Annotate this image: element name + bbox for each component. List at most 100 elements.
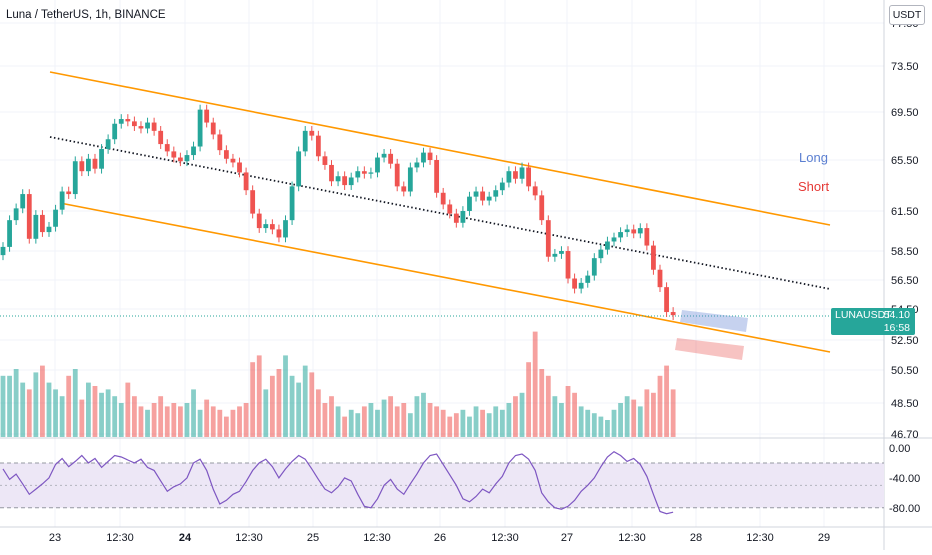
candle — [138, 121, 144, 134]
volume-bar — [309, 372, 315, 437]
channel-lower-line — [59, 202, 831, 353]
volume-bar — [112, 396, 118, 437]
volume-bar — [605, 420, 610, 437]
volume-bar — [283, 355, 288, 437]
volume-bar — [59, 396, 65, 437]
volume-bar — [40, 365, 45, 437]
candle-body — [46, 226, 52, 233]
candle-body — [348, 177, 354, 186]
volume-bar — [388, 396, 394, 437]
volume-bar — [53, 389, 58, 437]
candle — [302, 126, 308, 157]
volume-bar — [394, 406, 400, 437]
candle-body — [125, 119, 131, 122]
price-tag-value: 54.10 — [883, 309, 910, 321]
candle — [355, 166, 361, 183]
price-tick-label: 65.50 — [891, 155, 919, 167]
price-tick-label: 69.50 — [891, 107, 919, 119]
candle — [342, 171, 348, 190]
candle-body — [7, 220, 12, 247]
volume-bar — [532, 331, 538, 437]
candle-body — [565, 251, 571, 279]
candle — [578, 277, 584, 294]
candle — [407, 162, 413, 197]
volume-bar — [204, 399, 210, 437]
volume-bar — [414, 396, 420, 437]
candle — [348, 172, 354, 190]
volume-bar — [624, 396, 630, 437]
volume-bar — [519, 392, 525, 437]
candle — [670, 307, 676, 321]
candle-body — [657, 269, 663, 288]
price-tick-label: 73.50 — [891, 61, 919, 73]
candle — [651, 240, 656, 275]
candle-body — [421, 152, 426, 163]
time-tick-label: 12:30 — [106, 532, 134, 544]
candle — [434, 155, 440, 198]
candle-body — [624, 229, 630, 233]
rsi-panel — [0, 462, 884, 509]
candle — [480, 186, 486, 206]
candle-body — [559, 251, 564, 254]
candle-body — [132, 121, 137, 127]
volume-bar — [197, 409, 203, 437]
volume-bar — [276, 369, 282, 437]
candles — [0, 104, 676, 321]
currency-badge[interactable]: USDT — [889, 5, 925, 25]
volume-bar — [79, 399, 85, 437]
candle — [427, 147, 433, 165]
volume-bar — [13, 369, 19, 437]
candle-body — [263, 224, 269, 229]
candle-body — [243, 172, 249, 191]
volume-bar — [223, 416, 229, 437]
candle — [243, 167, 249, 196]
volume-bar — [72, 369, 78, 437]
candle-body — [138, 126, 144, 129]
time-tick-label: 12:30 — [746, 532, 774, 544]
candle-body — [237, 162, 242, 173]
volume-bar — [145, 409, 150, 437]
volume-bar — [230, 409, 236, 437]
candle — [585, 270, 591, 288]
candle-body — [151, 122, 157, 131]
volume-bar — [651, 392, 656, 437]
candle-body — [26, 194, 32, 239]
long-label: Long — [799, 150, 828, 165]
last-price-tag: LUNAUSDT 54.10 16:58 — [831, 308, 915, 335]
volume-bar — [552, 396, 558, 437]
candle — [276, 224, 282, 243]
price-tag-symbol: LUNAUSDT — [835, 309, 892, 321]
candle-body — [618, 232, 623, 238]
candle — [99, 144, 104, 174]
volume-bar — [421, 392, 426, 437]
volume-bar — [631, 399, 637, 437]
candle-body — [40, 214, 45, 233]
price-tag-countdown: 16:58 — [883, 322, 910, 334]
candle-body — [112, 123, 118, 140]
volume-bar — [105, 389, 111, 437]
candle — [309, 126, 315, 141]
candle — [664, 282, 669, 318]
candle — [637, 223, 643, 239]
volume-bar — [585, 409, 591, 437]
volume-bar — [66, 375, 72, 437]
volume-bar — [322, 403, 328, 437]
candle-body — [322, 156, 328, 165]
volume-bar — [545, 375, 551, 437]
candle-body — [460, 211, 466, 223]
candle-body — [118, 119, 124, 124]
volume-bar — [578, 406, 584, 437]
candle — [644, 223, 650, 251]
volume-bar — [315, 389, 321, 437]
candle-body — [302, 130, 308, 152]
candle — [335, 171, 341, 187]
candle-body — [611, 237, 617, 242]
candle-body — [191, 146, 196, 156]
channel-lines — [0, 71, 884, 353]
volume-bar — [92, 386, 98, 437]
volume-bars — [0, 331, 676, 437]
candle — [171, 146, 177, 163]
candle-body — [375, 157, 380, 173]
